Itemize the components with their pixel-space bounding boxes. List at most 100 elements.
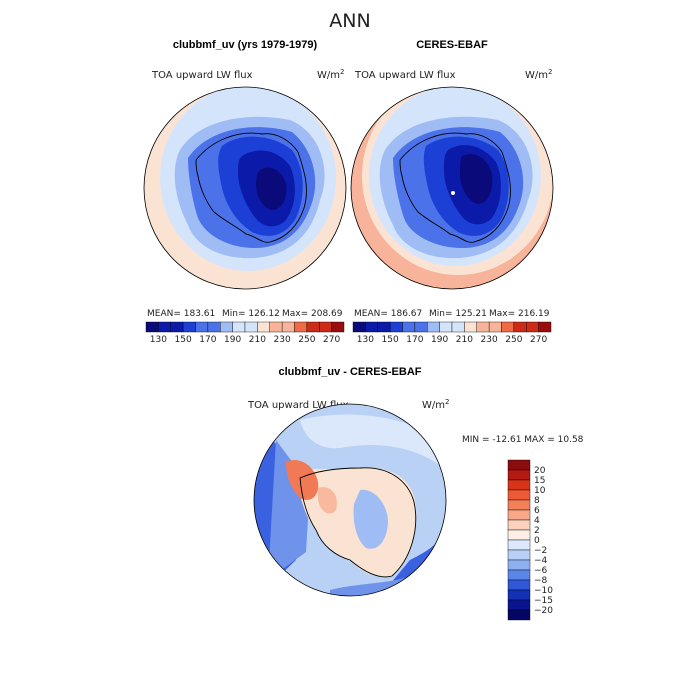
colorbar-swatch	[331, 321, 345, 333]
panel-model-colorbar: 130 150 170 190 210 230 250 270	[145, 321, 345, 345]
panel-obs-colorbar: 130 150 170 190 210 230 250 270	[352, 321, 552, 345]
colorbar-swatch	[464, 321, 477, 333]
panel-diff: clubbmf_uv - CERES-EBAF TOA upward LW fl…	[247, 366, 584, 621]
diff-colorbar-swatch	[507, 579, 531, 591]
panel-obs-title: CERES-EBAF	[416, 39, 488, 51]
diff-colorbar-tick-label: −6	[534, 566, 548, 576]
colorbar-swatch	[427, 321, 440, 333]
colorbar-tick-label: 170	[406, 335, 423, 345]
diff-colorbar-swatch	[507, 569, 531, 581]
panel-diff-min-max: MIN = -12.61 MAX = 10.58	[462, 435, 584, 445]
colorbar-swatch	[319, 321, 332, 333]
colorbar-swatch	[439, 321, 453, 333]
diff-coastline	[299, 467, 417, 578]
colorbar-swatch	[402, 321, 416, 333]
diff-colorbar-swatch	[507, 459, 531, 471]
colorbar-swatch	[365, 321, 378, 333]
diff-colorbar-swatch	[507, 549, 531, 561]
colorbar-tick-label: 270	[530, 335, 547, 345]
diff-colorbar-tick-label: 4	[534, 516, 540, 526]
colorbar-tick-label: 130	[357, 335, 374, 345]
panel-obs-variable: TOA upward LW flux	[354, 70, 456, 81]
colorbar-tick-label: 210	[456, 335, 473, 345]
panel-obs-mean: MEAN= 186.67	[354, 309, 422, 319]
colorbar-swatch	[513, 321, 527, 333]
panel-model-map-frame	[143, 86, 347, 290]
diff-colorbar-swatch	[507, 499, 531, 511]
diff-colorbar-tick-label: −20	[534, 606, 553, 616]
diff-colorbar-tick-label: −10	[534, 586, 553, 596]
diff-weak-north	[300, 414, 446, 470]
colorbar-swatch	[257, 321, 270, 333]
colorbar-swatch	[281, 321, 295, 333]
colorbar-swatch	[170, 321, 184, 333]
diff-colorbar-swatch	[507, 559, 531, 571]
colorbar-tick-label: 190	[224, 335, 241, 345]
colorbar-swatch	[207, 321, 221, 333]
diff-colorbar-tick-label: −8	[534, 576, 548, 586]
colorbar-swatch	[158, 321, 171, 333]
colorbar-swatch	[377, 321, 391, 333]
colorbar-tick-label: 230	[481, 335, 498, 345]
panel-diff-units: W/m2	[422, 398, 449, 411]
panel-obs-map-frame	[350, 86, 554, 290]
diff-colorbar-tick-label: −2	[534, 546, 547, 556]
colorbar-swatch	[526, 321, 539, 333]
diff-colorbar-tick-label: 10	[534, 486, 546, 496]
diff-colorbar-swatch	[507, 479, 531, 491]
diff-colorbar-tick-label: 15	[534, 476, 545, 486]
diff-colorbar-swatch	[507, 519, 531, 531]
colorbar-swatch	[220, 321, 233, 333]
colorbar-swatch	[145, 321, 159, 333]
panel-obs-max: Max= 216.19	[489, 309, 550, 319]
colorbar-swatch	[244, 321, 258, 333]
diff-colorbar-tick-label: 0	[534, 536, 540, 546]
panel-obs-map	[351, 87, 553, 289]
colorbar-swatch	[232, 321, 246, 333]
panel-model-max: Max= 208.69	[282, 309, 343, 319]
colorbar-tick-label: 210	[249, 335, 266, 345]
diff-colorbar-tick-label: −4	[534, 556, 548, 566]
diff-colorbar-swatch	[507, 469, 531, 481]
diff-colorbar-swatch	[507, 509, 531, 521]
diff-colorbar-swatch	[507, 589, 531, 601]
diff-colorbar-tick-label: 2	[534, 526, 540, 536]
panel-model-mean: MEAN= 183.61	[147, 309, 215, 319]
colorbar-tick-label: 150	[382, 335, 399, 345]
diff-colorbar-tick-label: −15	[534, 596, 553, 606]
colorbar-swatch	[352, 321, 366, 333]
panel-model-variable: TOA upward LW flux	[151, 70, 253, 81]
diff-colorbar-tick-label: 8	[534, 496, 540, 506]
colorbar-tick-label: 190	[431, 335, 448, 345]
panel-diff-title: clubbmf_uv - CERES-EBAF	[278, 366, 421, 378]
colorbar-swatch	[195, 321, 209, 333]
panel-diff-map	[254, 404, 446, 596]
model-coastline	[195, 132, 307, 243]
model-contour-130	[256, 167, 287, 210]
colorbar-tick-label: 270	[323, 335, 340, 345]
diff-colorbar-swatch	[507, 599, 531, 611]
diff-colorbar-swatch	[507, 539, 531, 551]
colorbar-swatch	[501, 321, 515, 333]
colorbar-tick-label: 130	[150, 335, 167, 345]
panel-model-min: Min= 126.12	[222, 309, 280, 319]
panel-model-map	[144, 87, 346, 289]
page-title: ANN	[329, 10, 370, 32]
colorbar-swatch	[182, 321, 196, 333]
diff-colorbar-swatch	[507, 609, 531, 621]
diff-positive-patch	[318, 487, 337, 514]
colorbar-tick-label: 250	[298, 335, 315, 345]
panel-diff-variable: TOA upward LW flux	[247, 400, 349, 411]
diff-colorbar-swatch	[507, 529, 531, 541]
diff-positive-peninsula	[286, 460, 319, 501]
panel-model-units: W/m2	[317, 68, 344, 81]
colorbar-swatch	[294, 321, 308, 333]
panel-model: clubbmf_uv (yrs 1979-1979) TOA upward LW…	[143, 39, 347, 345]
colorbar-tick-label: 170	[199, 335, 216, 345]
panel-obs: CERES-EBAF TOA upward LW flux W/m2 MEAN=…	[350, 39, 554, 345]
panel-obs-units: W/m2	[525, 68, 552, 81]
panel-obs-min: Min= 125.21	[429, 309, 487, 319]
diff-colorbar-swatch	[507, 489, 531, 501]
